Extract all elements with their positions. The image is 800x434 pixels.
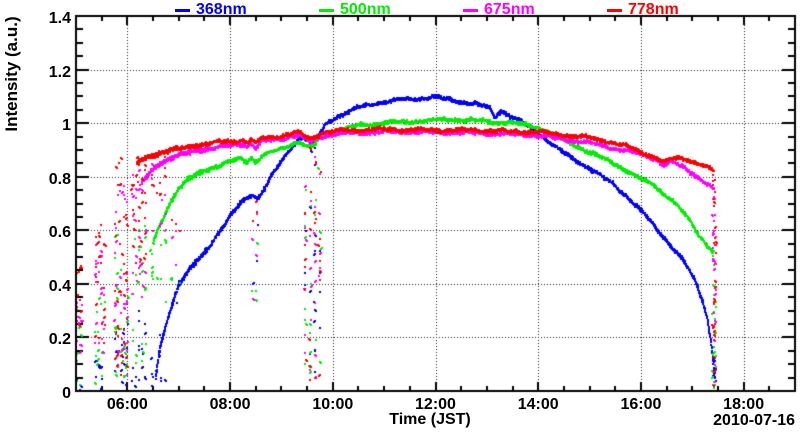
legend-entry-368nm: 368nm [175, 1, 247, 19]
legend-entry-778nm: 778nm [607, 1, 679, 19]
x-tick-label: 10:00 [312, 396, 354, 413]
legend-label-500nm: 500nm [340, 1, 391, 18]
x-tick-label: 16:00 [620, 396, 662, 413]
legend-entry-500nm: 500nm [319, 1, 391, 19]
368nm-line-marker [175, 8, 190, 12]
x-tick-label: 08:00 [209, 396, 251, 413]
y-axis-title: Intensity (a.u.) [2, 16, 21, 132]
legend-entry-675nm: 675nm [463, 1, 535, 19]
y-tick-label: 1.4 [48, 10, 71, 27]
y-tick-label: 0.4 [48, 277, 71, 295]
x-tick-label: 14:00 [517, 396, 559, 413]
y-tick-label: 0.2 [48, 331, 71, 349]
legend: 368nm 500nm 675nm 778nm [0, 0, 800, 20]
x-tick-label: 18:00 [723, 396, 765, 413]
date-annotation: 2010-07-16 [713, 412, 795, 429]
x-tick-label: 06:00 [106, 396, 148, 413]
778nm-line-marker [607, 8, 622, 12]
x-axis-title: Time (JST) [389, 411, 471, 428]
500nm-line-marker [319, 8, 334, 12]
legend-label-368nm: 368nm [196, 1, 247, 18]
legend-label-675nm: 675nm [484, 1, 535, 18]
y-tick-label: 1 [62, 117, 71, 135]
675nm-line-marker [463, 8, 478, 12]
y-tick-label: 0 [62, 385, 71, 402]
y-tick-label: 0.6 [48, 224, 71, 242]
y-tick-label: 1.2 [48, 63, 71, 81]
legend-label-778nm: 778nm [628, 1, 679, 18]
x-tick-label: 12:00 [415, 396, 456, 413]
y-tick-label: 0.8 [48, 170, 71, 188]
